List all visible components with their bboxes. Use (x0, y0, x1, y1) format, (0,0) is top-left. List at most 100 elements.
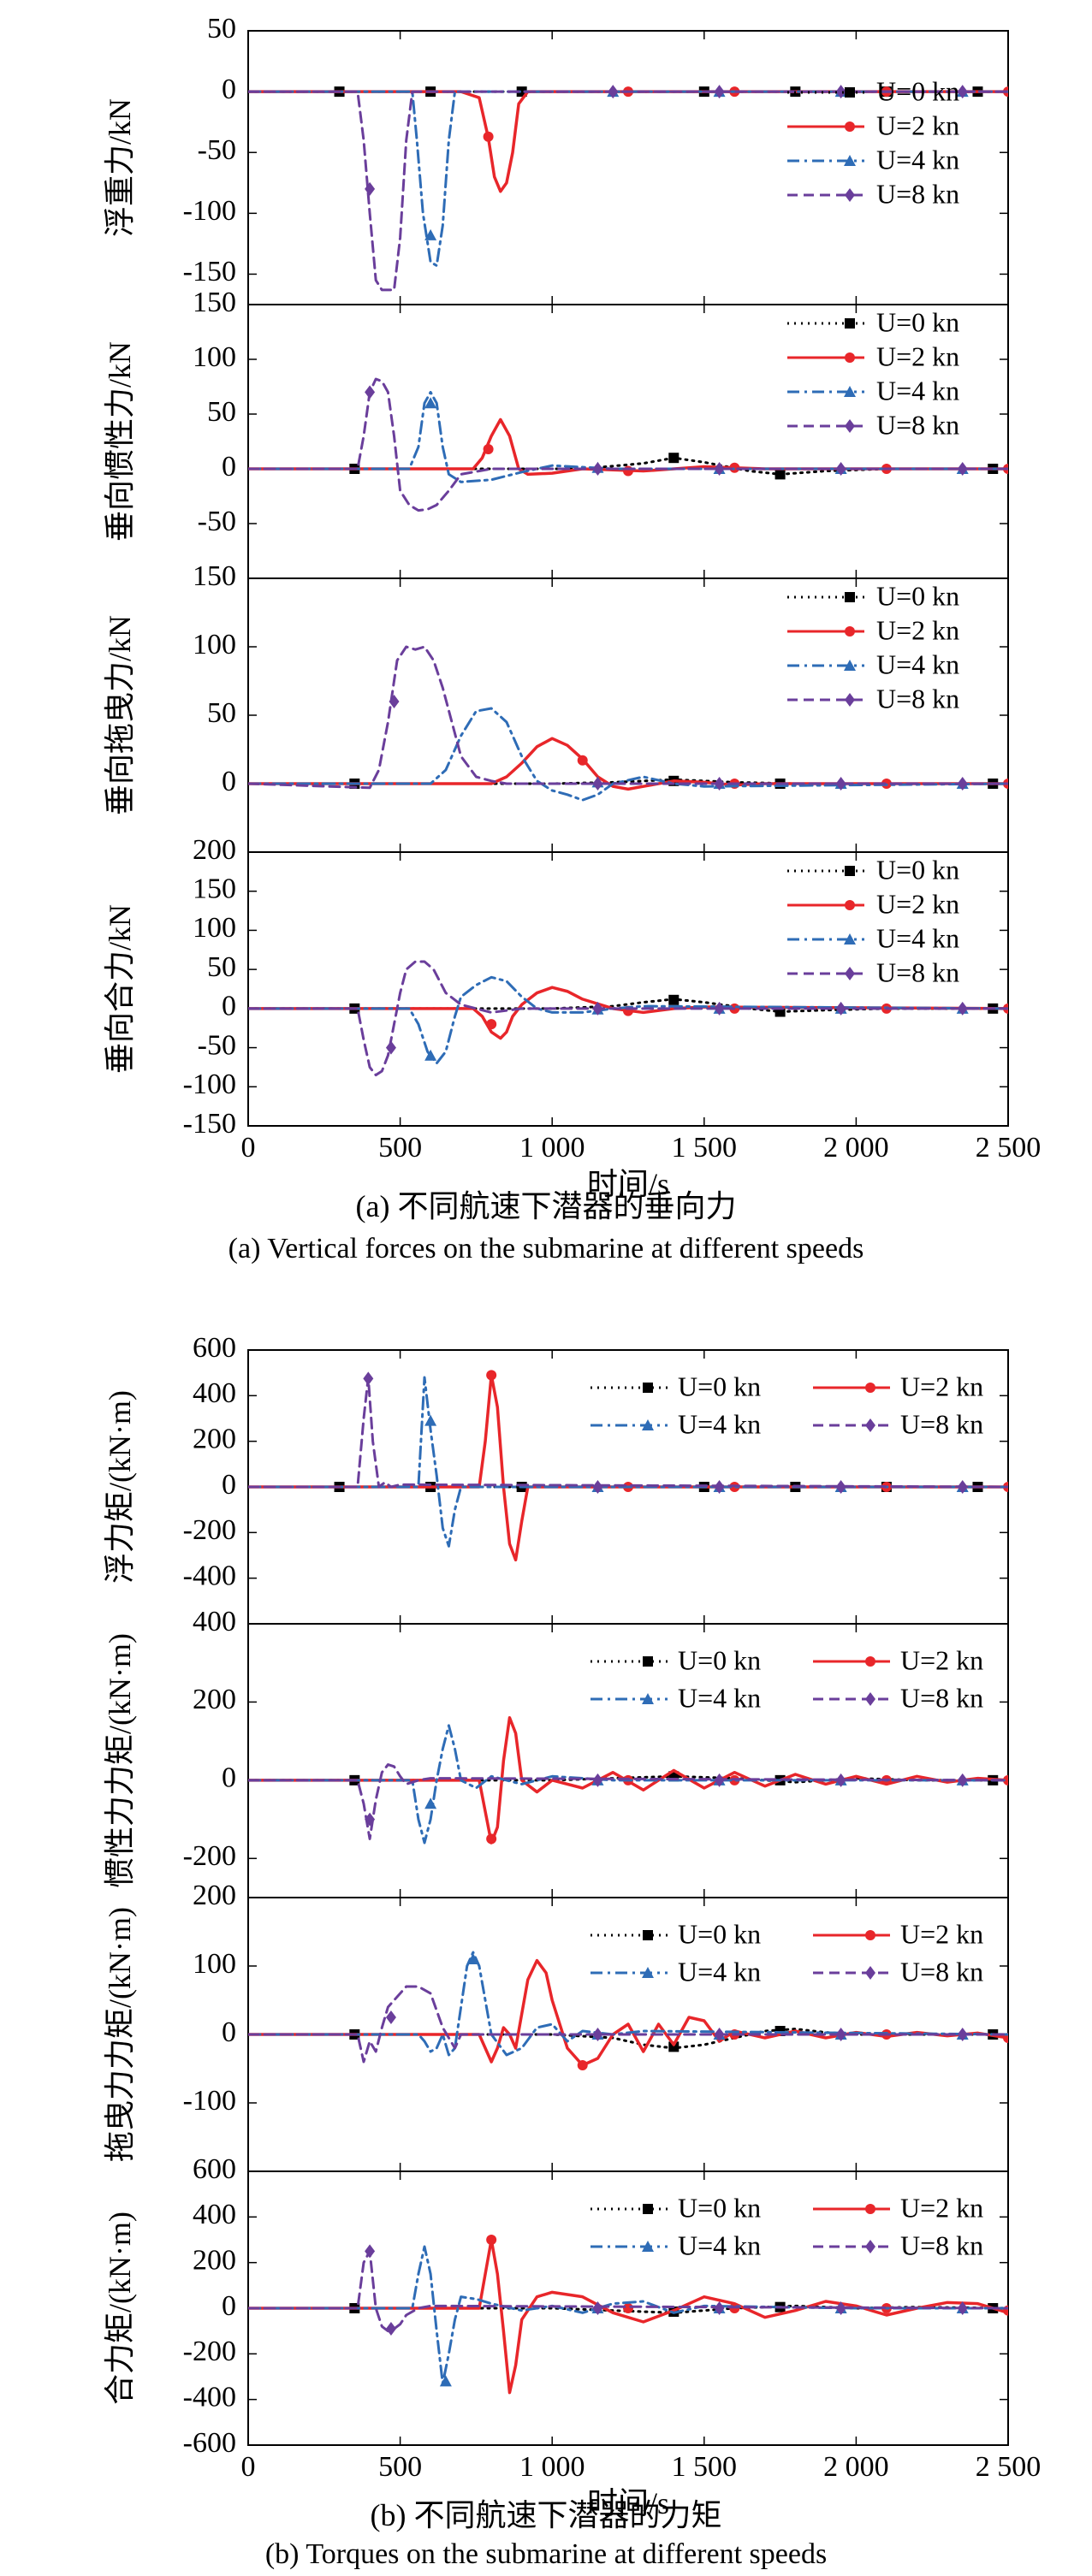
series-line-2 (248, 1724, 1008, 1845)
plot-frame (247, 851, 1009, 1127)
legend-marker (865, 2240, 875, 2253)
legend-marker (643, 2204, 653, 2214)
x-tick-label: 0 (241, 1132, 256, 1164)
series-line-1 (248, 1373, 1008, 1562)
series-line-2 (248, 90, 1008, 267)
series-line-2 (248, 1951, 1008, 2057)
series-marker-1 (1003, 2305, 1008, 2316)
legend-marker (865, 1930, 875, 1940)
y-axis-label: 垂向合力/kN (103, 904, 137, 1074)
series-marker-3 (592, 1773, 603, 1787)
x-tick-label: 1 000 (519, 2451, 585, 2483)
series-marker-3 (835, 1773, 846, 1787)
y-axis-label: 浮重力/kN (103, 98, 137, 237)
y-tick-label: 150 (193, 287, 236, 318)
y-tick-label: 0 (222, 2016, 236, 2048)
x-tick-label: 500 (378, 1132, 422, 1164)
legend-marker (845, 419, 855, 433)
series-marker-3 (957, 1773, 968, 1787)
series-marker-3 (592, 1480, 603, 1494)
legend-marker (844, 660, 856, 671)
legend-marker (845, 900, 855, 910)
series-marker-1 (623, 465, 633, 477)
legend-marker (845, 352, 855, 363)
legend-marker (643, 1383, 653, 1393)
legend-label: U=0 kn (876, 306, 959, 337)
y-tick-label: 200 (193, 834, 236, 866)
series-marker-3 (835, 1480, 846, 1494)
x-tick-label: 2 500 (976, 1132, 1042, 1164)
series-marker-3 (714, 1773, 725, 1787)
y-tick-label: 400 (193, 2199, 236, 2230)
series-marker-0 (668, 2041, 680, 2052)
series-line-2 (248, 1376, 1008, 1548)
series-marker-3 (835, 2301, 846, 2315)
x-axis-label: 时间/s (587, 2486, 669, 2520)
y-tick-label: 0 (222, 74, 236, 105)
data-area (248, 645, 1008, 802)
series-marker-3 (365, 1812, 376, 1827)
y-tick-label: -600 (183, 2427, 236, 2459)
legend-label: U=4 kn (678, 2230, 761, 2260)
legend-marker (865, 1656, 875, 1667)
y-tick-label: -400 (183, 1560, 236, 1591)
y-tick-label: 0 (222, 451, 236, 483)
data-area (248, 2235, 1008, 2395)
legend-label: U=8 kn (900, 1408, 983, 1439)
legend-label: U=2 kn (900, 1371, 983, 1401)
series-marker-1 (577, 755, 588, 766)
y-tick-label: -200 (183, 1840, 236, 1872)
series-marker-1 (729, 462, 740, 473)
legend-marker (845, 188, 855, 202)
y-tick-label: 200 (193, 1423, 236, 1454)
legend-marker (642, 1419, 654, 1430)
legend-label: U=2 kn (876, 888, 959, 919)
legend-label: U=2 kn (876, 110, 959, 140)
legend-marker (865, 1383, 875, 1393)
series-marker-3 (835, 85, 846, 99)
y-tick-label: 200 (193, 1684, 236, 1715)
y-tick-label: -50 (198, 134, 236, 166)
data-area (248, 1951, 1008, 2070)
y-tick-label: 0 (222, 1762, 236, 1794)
legend: U=0 knU=2 knU=4 knU=8 kn (787, 306, 959, 440)
legend: U=0 knU=2 knU=4 knU=8 kn (787, 75, 959, 209)
legend-label: U=0 kn (876, 580, 959, 611)
series-line-3 (248, 90, 1008, 292)
chart-panel-b1: 600 400 200 0 -200 -400 浮力矩/(kN·m) U=0 kn U=2 kn… (103, 1332, 1009, 1625)
x-tick-label: 500 (378, 2451, 422, 2483)
legend-label: U=0 kn (876, 854, 959, 885)
y-tick-label: 100 (193, 629, 236, 660)
x-tick-label: 1 500 (672, 1132, 738, 1164)
series-marker-3 (714, 1480, 725, 1494)
legend-label: U=4 kn (678, 1408, 761, 1439)
y-tick-label: 0 (222, 766, 236, 797)
series-marker-3 (363, 1371, 374, 1386)
series-marker-3 (957, 462, 968, 476)
series-line-2 (248, 975, 1008, 1065)
series-marker-1 (483, 131, 494, 142)
legend-marker (643, 1656, 653, 1667)
series-marker-3 (592, 777, 603, 791)
y-axis-label: 垂向惯性力/kN (103, 341, 137, 542)
series-marker-3 (592, 462, 603, 476)
series-marker-0 (668, 453, 680, 464)
series-marker-3 (385, 1040, 396, 1055)
series-marker-3 (957, 85, 968, 99)
caption-b-en: (b) Torques on the submarine at differen… (265, 2538, 827, 2570)
legend-marker (845, 967, 855, 980)
legend-marker (844, 386, 856, 397)
caption-a-cn: (a) 不同航速下潜器的垂向力 (356, 1189, 737, 1223)
y-tick-label: 600 (193, 2153, 236, 2185)
series-line-1 (248, 737, 1008, 791)
series-marker-1 (486, 1833, 497, 1845)
caption-a-en: (a) Vertical forces on the submarine at … (228, 1233, 864, 1264)
series-marker-1 (486, 1370, 497, 1381)
series-marker-0 (668, 994, 680, 1005)
series-marker-3 (957, 777, 968, 791)
